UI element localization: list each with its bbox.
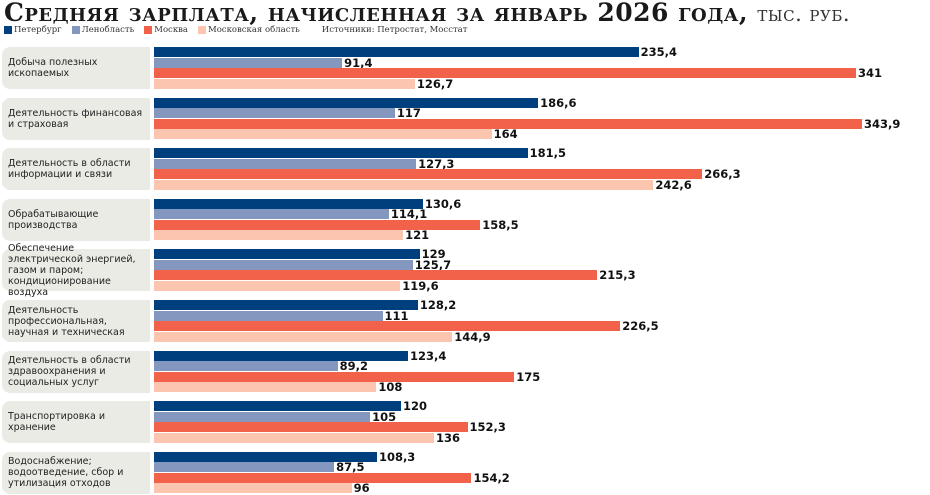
data-label: 120 [401,399,430,414]
data-label: 266,3 [702,167,743,182]
legend-label: Петербург [14,25,62,35]
data-label: 341 [856,66,885,80]
unit-text: тыс. руб. [757,2,851,26]
data-label: 130,6 [422,196,464,211]
data-label: 123,4 [408,348,449,363]
data-label: 215,3 [597,268,638,283]
legend-swatch [71,26,80,34]
data-label: 144,9 [452,329,493,344]
bar [154,451,377,462]
data-label: 108,3 [376,449,418,464]
data-label: 154,2 [471,470,512,485]
category-label: Деятельность в области информации и связ… [2,148,150,191]
bar [154,382,377,393]
bar [154,179,654,190]
chart-title: Средняя зарплата, начисленная за январь … [4,0,850,27]
data-label: 136 [433,430,462,445]
bar [154,472,472,483]
data-label: 105 [370,409,399,424]
data-label: 111 [382,308,411,323]
data-label: 343,9 [861,116,903,131]
data-label: 152,3 [467,420,508,435]
bar [154,361,338,372]
data-label: 114,1 [388,207,430,222]
source-note: Источники: Петростат, Мосстат [321,25,468,35]
bar [154,411,371,422]
category-label: Обеспечение электрической энергией, газо… [2,243,150,298]
bar [154,249,420,260]
data-label: 242,6 [653,177,694,192]
bar [154,321,621,331]
bar [154,331,453,342]
category-label: Водоснабжение; водоотведение, сбор и ути… [2,451,150,494]
category-label: Обрабатывающие производства [2,198,150,241]
bar [154,300,418,310]
bar [154,108,395,119]
bar [154,401,402,412]
data-label: 235,4 [638,45,679,59]
title-text: Средняя зарплата, начисленная за январь … [4,0,749,27]
legend-item: Ленобласть [71,25,135,35]
legend-label: Ленобласть [81,25,135,35]
legend-item: Петербург [4,25,62,35]
bar [154,129,492,140]
bar [154,280,401,291]
bar [154,47,639,57]
bar [154,422,468,433]
bar [154,198,423,209]
data-label: 121 [403,228,432,243]
bar [154,432,434,443]
data-label: 226,5 [620,319,661,333]
data-label: 186,6 [538,95,579,110]
legend-label: Московская область [207,25,300,35]
category-label: Деятельность профессиональная, научная и… [2,300,150,342]
data-label: 125,7 [412,257,454,272]
bar [154,158,417,169]
category-label: Транспортировка и хранение [2,401,150,444]
legend-swatch [4,26,12,34]
bar [154,270,598,281]
bar [154,78,415,89]
bar [154,350,409,361]
data-label: 117 [394,106,423,121]
legend-swatch [197,26,206,34]
bar [154,68,856,78]
bar [154,118,862,129]
data-label: 91,4 [342,55,375,70]
data-label: 128,2 [417,298,459,312]
category-label: Деятельность в области здравоохранения и… [2,350,150,393]
data-label: 87,5 [334,460,367,475]
data-label: 126,7 [414,76,456,91]
legend: Петербург Ленобласть Москва Московская обла… [4,25,467,35]
bar [154,462,335,473]
legend-item: Московская область [197,25,300,35]
legend-label: Москва [154,25,188,35]
data-label: 108 [376,380,405,395]
bar [154,259,413,270]
data-label: 164 [491,127,520,142]
bar [154,209,389,220]
data-label: 89,2 [337,359,370,374]
data-label: 127,3 [416,156,457,171]
bar [154,57,343,68]
bar [154,483,352,494]
data-label: 175 [514,369,543,384]
bar [154,310,383,321]
bar [154,148,528,159]
category-label: Деятельность финансовая и страховая [2,97,150,140]
category-label: Добыча полезных ископаемых [2,47,150,89]
bar [154,219,481,230]
legend-swatch [144,26,153,34]
bar [154,230,404,241]
bar [154,169,703,180]
bar [154,97,539,108]
bar [154,371,515,382]
data-label: 158,5 [480,217,521,232]
data-label: 96 [351,481,372,495]
data-label: 181,5 [527,146,569,161]
data-label: 129 [419,247,448,262]
data-label: 119,6 [400,278,441,293]
legend-item: Москва [144,25,188,35]
